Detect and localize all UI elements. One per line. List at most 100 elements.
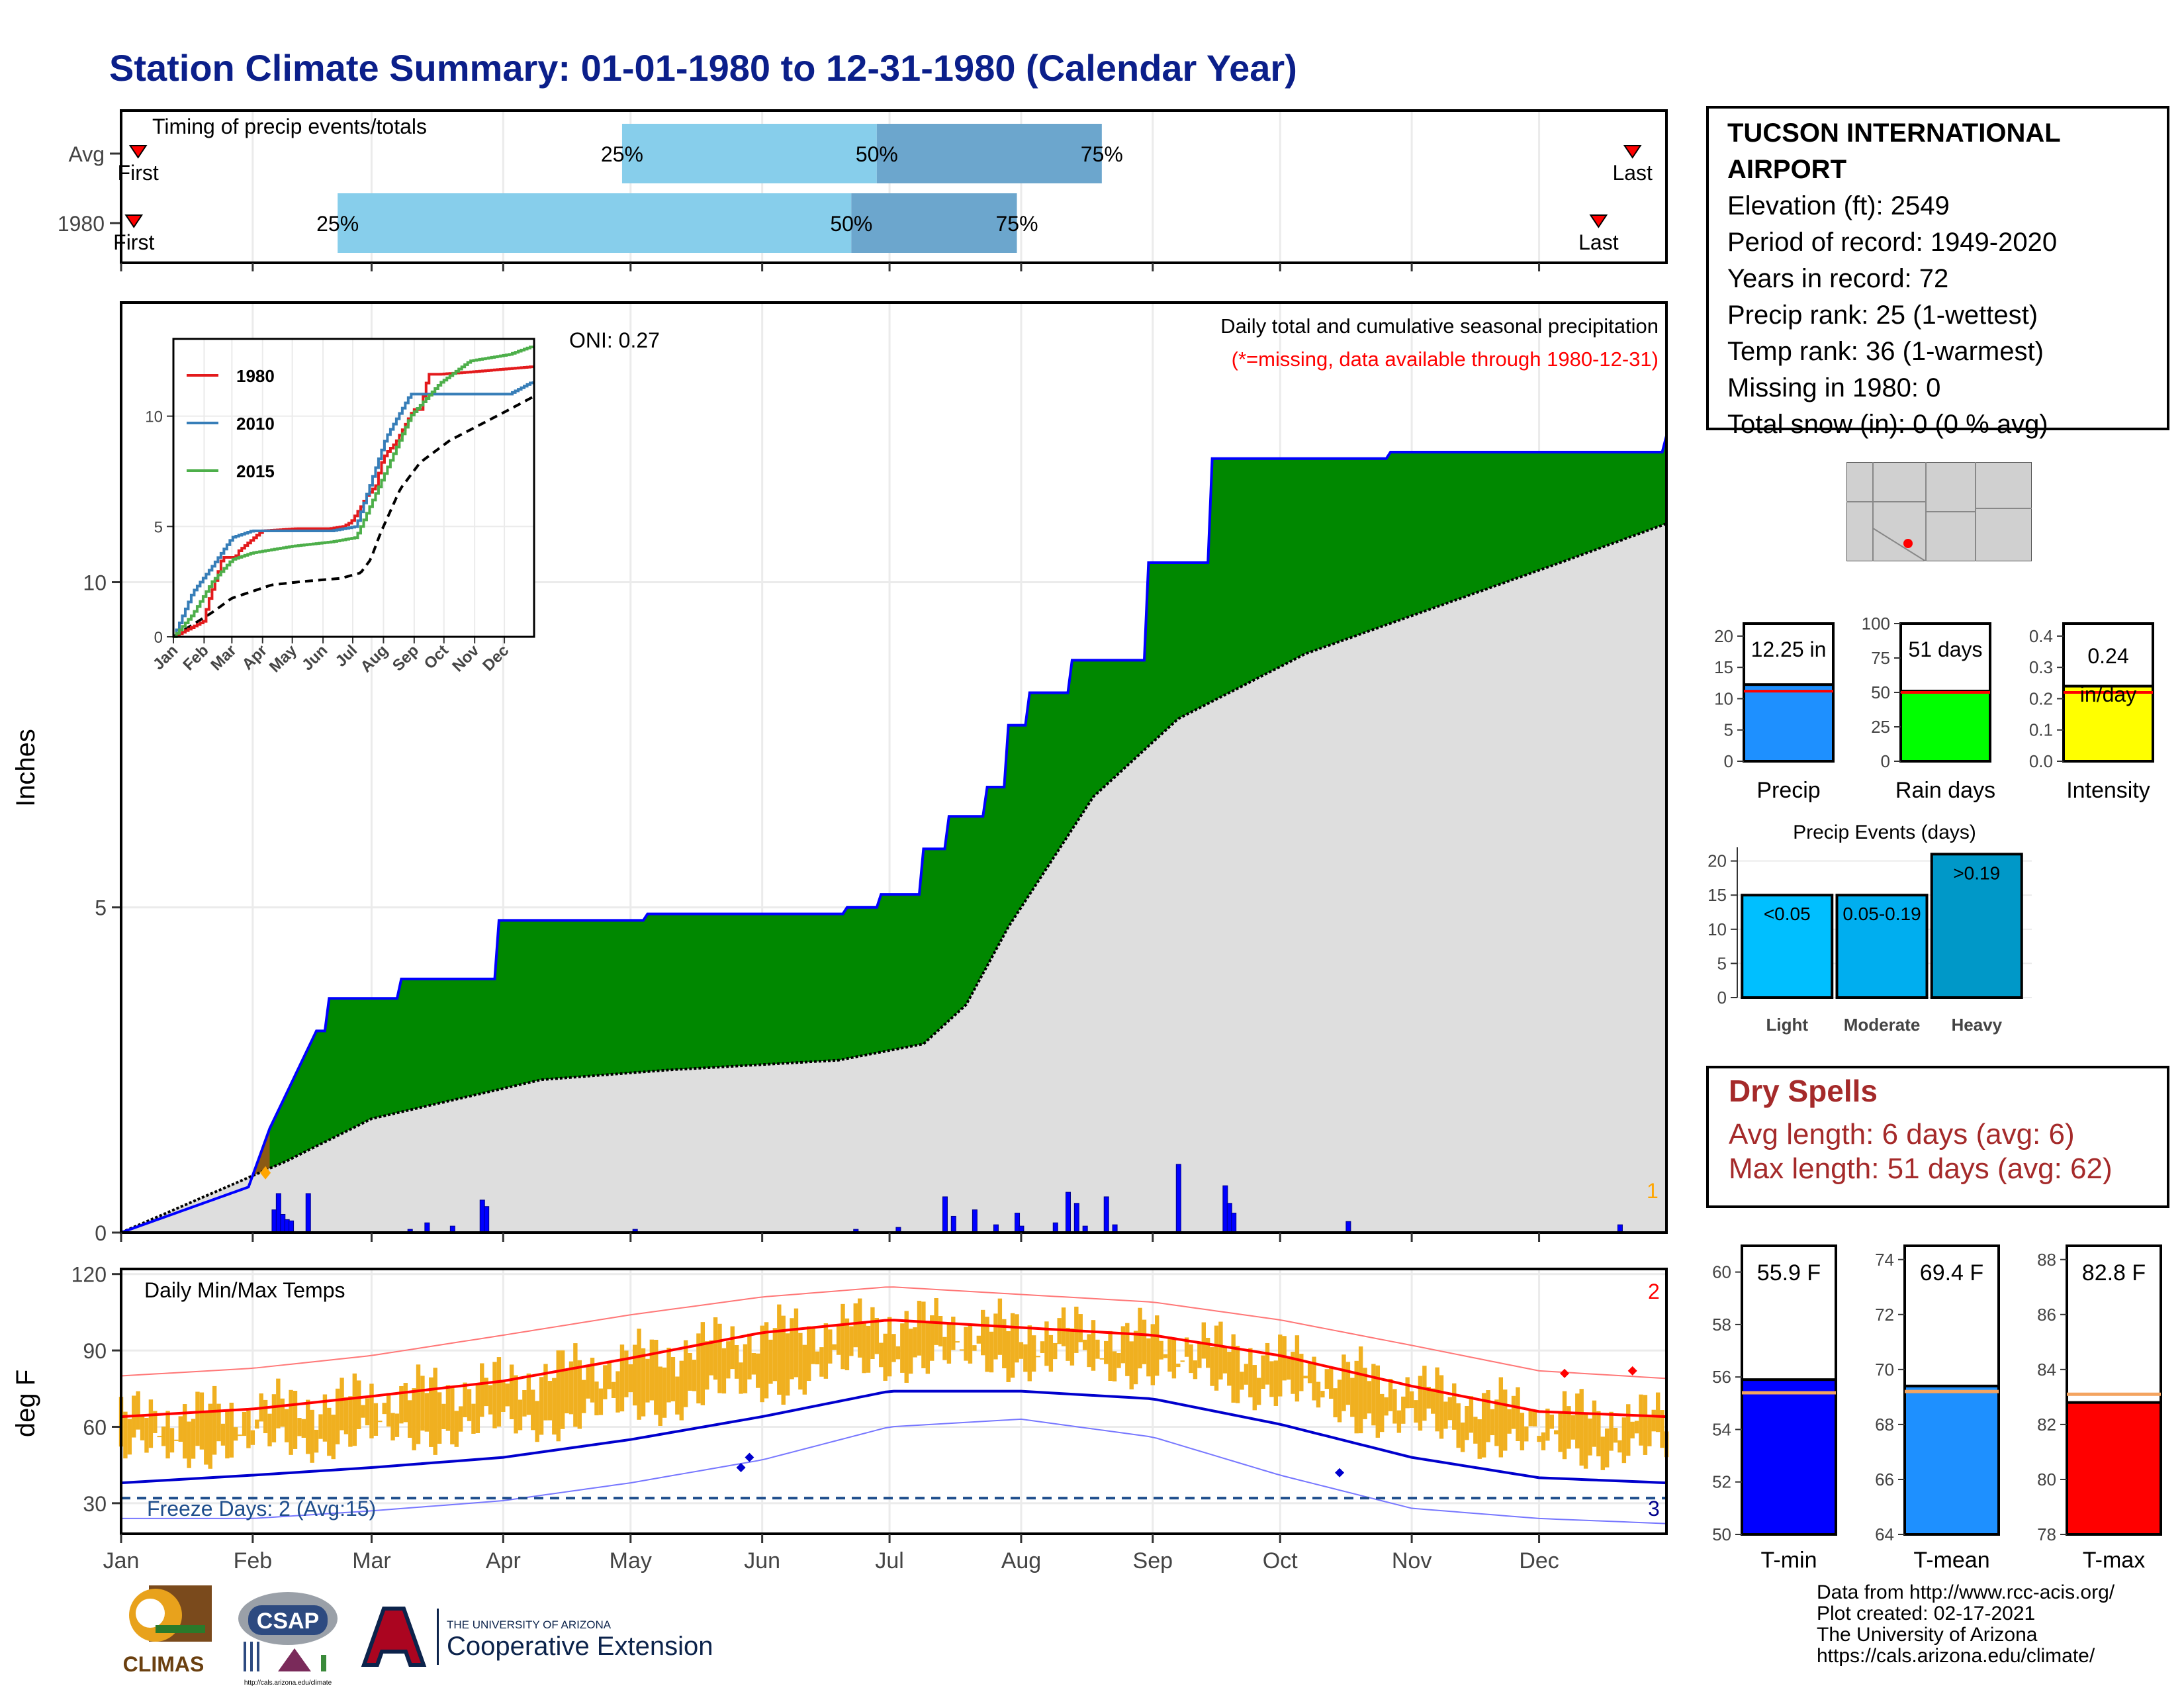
daily-precip-bar	[1175, 1164, 1181, 1233]
events-title: Precip Events (days)	[1793, 821, 1976, 843]
daily-temp-bar	[378, 1421, 383, 1423]
daily-temp-bar	[178, 1416, 183, 1442]
daily-temp-bar	[416, 1364, 421, 1444]
daily-temp-bar	[807, 1326, 811, 1382]
daily-temp-bar	[1201, 1322, 1206, 1359]
daily-temp-bar	[412, 1388, 416, 1450]
daily-temp-bar	[705, 1341, 709, 1390]
daily-temp-bar	[1116, 1352, 1121, 1368]
daily-temp-bar	[1027, 1325, 1032, 1382]
daily-temp-bar	[1006, 1331, 1011, 1382]
daily-temp-bar	[1231, 1334, 1236, 1403]
daily-temp-bar	[756, 1353, 760, 1388]
daily-temp-bar	[628, 1364, 633, 1393]
daily-temp-bar	[692, 1360, 697, 1391]
daily-temp-bar	[632, 1344, 637, 1406]
daily-temp-bar	[454, 1411, 459, 1447]
daily-temp-bar	[836, 1324, 841, 1355]
daily-temp-bar	[709, 1340, 713, 1376]
temp-bar-tick-label: 80	[2037, 1470, 2056, 1489]
daily-temp-bar	[539, 1377, 544, 1435]
daily-temp-bar	[1002, 1319, 1007, 1369]
summary-bars: 12.25 in 0 5 10 15 20 Precip 51 days 0 25 50 75 100 R…	[1714, 614, 2154, 803]
daily-temp-bar	[496, 1357, 502, 1427]
avg-min-line	[120, 1389, 1667, 1485]
events-bar-label: <0.05	[1764, 904, 1811, 924]
daily-temp-bar	[959, 1349, 964, 1351]
daily-temp-bar	[1184, 1337, 1189, 1357]
daily-temp-bar	[301, 1419, 306, 1438]
daily-temp-bar	[187, 1421, 191, 1468]
timing-bar-50-75	[851, 193, 1017, 253]
temp-y-tick-label: 30	[83, 1492, 107, 1516]
daily-temp-bar	[930, 1315, 934, 1361]
daily-temp-bar	[611, 1382, 616, 1398]
timing-last-label: Last	[1578, 230, 1619, 254]
daily-temp-bar	[1299, 1354, 1304, 1391]
record-low-marker	[736, 1463, 746, 1472]
daily-temp-bar	[140, 1416, 145, 1440]
daily-temp-bar	[1333, 1388, 1338, 1418]
oni-label: ONI: 0.27	[569, 328, 660, 352]
daily-temp-bar	[1189, 1344, 1193, 1374]
temp-bar-tick-label: 56	[1712, 1367, 1731, 1387]
daily-temp-bar	[1087, 1334, 1091, 1368]
daily-temp-bar	[335, 1388, 340, 1444]
daily-temp-bar	[1435, 1367, 1439, 1432]
timing-marker-first	[128, 145, 148, 159]
mini-bar-label: Rain days	[1895, 778, 1995, 803]
inset-average-line	[172, 395, 535, 638]
daily-temp-bar	[343, 1397, 349, 1434]
daily-temp-bar	[641, 1348, 646, 1417]
daily-temp-bar	[509, 1364, 514, 1419]
mini-bar-tick-label: 0.1	[2029, 720, 2053, 740]
daily-temp-bar	[942, 1336, 947, 1360]
daily-temp-bar	[263, 1399, 268, 1434]
daily-temp-bar	[531, 1389, 535, 1430]
daily-temp-bar	[467, 1389, 472, 1421]
daily-temp-bar	[713, 1317, 718, 1380]
daily-temp-bar	[255, 1419, 259, 1429]
credit-url: https://cals.arizona.edu/climate/	[1817, 1645, 2095, 1667]
daily-temp-bar	[437, 1392, 442, 1444]
events-y-tick-label: 20	[1707, 851, 1727, 871]
daily-temp-bar	[450, 1386, 455, 1444]
daily-temp-bar	[811, 1327, 815, 1364]
daily-temp-bar	[908, 1329, 913, 1374]
daily-temp-bar	[1214, 1325, 1219, 1391]
daily-precip-bar	[1052, 1222, 1058, 1233]
daily-temp-bar	[1138, 1307, 1142, 1369]
csap-logo: CSAP http://cals.arizona.edu/climate	[238, 1592, 338, 1687]
temp-bar-tick-label: 54	[1712, 1419, 1731, 1439]
page-title: Station Climate Summary: 01-01-1980 to 1…	[109, 47, 1297, 89]
daily-temp-bar	[547, 1381, 553, 1421]
daily-temp-bar	[1278, 1335, 1283, 1397]
daily-temp-bar	[1171, 1338, 1177, 1379]
mini-bar-label: Intensity	[2066, 778, 2150, 803]
daily-temp-bar	[408, 1400, 412, 1438]
daily-temp-bar	[1286, 1358, 1291, 1380]
daily-temp-bar	[1337, 1380, 1342, 1423]
precip-above-normal-area	[121, 436, 1666, 1233]
timing-first-label: First	[113, 230, 154, 254]
avg-max-line	[120, 1319, 1667, 1419]
daily-temp-bar	[726, 1341, 731, 1379]
inset-y-tick-label: 5	[154, 518, 163, 536]
daily-temp-bar	[183, 1404, 187, 1459]
daily-temp-bar	[1567, 1406, 1571, 1449]
station-temp-rank: Temp rank: 36 (1-warmest)	[1727, 337, 2044, 366]
daily-temp-bar	[1503, 1389, 1508, 1451]
mini-bar-tick-label: 75	[1871, 648, 1890, 668]
daily-temp-bar	[781, 1315, 786, 1405]
daily-temp-bar	[1125, 1323, 1130, 1376]
events-bar-moderate	[1835, 894, 1929, 999]
events-y-tick-label: 5	[1717, 953, 1727, 973]
daily-temp-bar	[666, 1347, 671, 1403]
daily-temp-bar	[1371, 1364, 1376, 1426]
daily-temp-bar	[1205, 1337, 1210, 1368]
temp-bar-tick-label: 66	[1875, 1470, 1894, 1489]
temp-bar-tick-label: 58	[1712, 1315, 1731, 1335]
daily-temp-bar	[989, 1331, 994, 1373]
month-tick-label: Feb	[234, 1548, 273, 1573]
daily-temp-bar	[594, 1382, 599, 1416]
